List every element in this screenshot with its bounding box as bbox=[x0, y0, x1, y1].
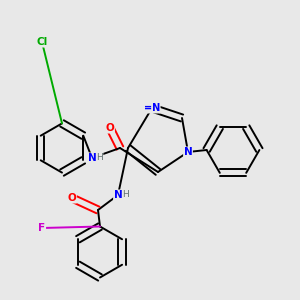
Text: H: H bbox=[122, 190, 129, 199]
Text: N: N bbox=[88, 153, 96, 163]
Text: N: N bbox=[114, 190, 122, 200]
Text: N: N bbox=[184, 147, 192, 157]
Text: F: F bbox=[38, 223, 46, 233]
Text: =N: =N bbox=[144, 103, 160, 113]
Text: O: O bbox=[68, 193, 76, 203]
Text: Cl: Cl bbox=[36, 37, 48, 47]
Text: O: O bbox=[106, 123, 114, 133]
Text: H: H bbox=[96, 153, 103, 162]
